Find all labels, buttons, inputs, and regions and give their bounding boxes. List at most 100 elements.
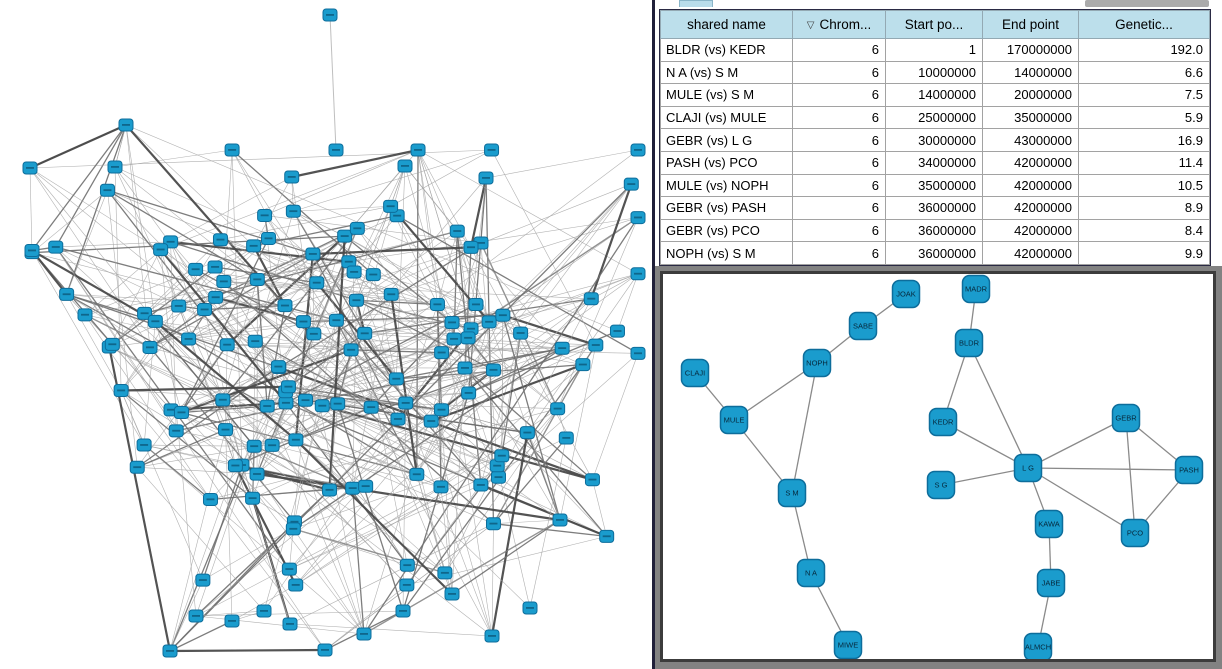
cell-start_point[interactable]: 10000000 xyxy=(885,60,983,85)
cell-shared_name[interactable]: N A (vs) S M xyxy=(660,60,793,85)
table-row[interactable]: GEBR (vs) PASH 6 36000000 42000000 8.9 xyxy=(660,196,1210,220)
network-node-gebr[interactable]: GEBR xyxy=(1111,403,1141,433)
network-node[interactable] xyxy=(365,268,381,282)
network-node[interactable] xyxy=(609,324,625,338)
network-node[interactable] xyxy=(330,397,346,411)
network-node[interactable] xyxy=(429,297,445,311)
table-row[interactable]: NOPH (vs) S M 6 36000000 42000000 9.9 xyxy=(660,241,1210,265)
column-header-start_point[interactable]: Start po... xyxy=(885,10,983,39)
network-node[interactable] xyxy=(118,118,134,132)
network-node[interactable] xyxy=(433,403,449,417)
cell-genetic[interactable]: 9.9 xyxy=(1078,241,1210,265)
network-node[interactable] xyxy=(280,380,296,394)
network-node-pash[interactable]: PASH xyxy=(1174,455,1204,485)
network-node[interactable] xyxy=(554,341,570,355)
cell-genetic[interactable]: 192.0 xyxy=(1078,38,1210,62)
network-node[interactable] xyxy=(630,143,646,157)
cell-chromosome[interactable]: 6 xyxy=(792,218,886,243)
network-node[interactable] xyxy=(460,331,476,345)
network-node[interactable] xyxy=(264,438,280,452)
cell-end_point[interactable]: 20000000 xyxy=(982,83,1079,107)
network-node[interactable] xyxy=(337,229,353,243)
network-node-mule[interactable]: MULE xyxy=(719,405,749,435)
column-header-end_point[interactable]: End point xyxy=(982,10,1079,39)
network-node[interactable] xyxy=(446,332,462,346)
network-node[interactable] xyxy=(349,221,365,235)
cell-end_point[interactable]: 42000000 xyxy=(982,196,1079,220)
network-node[interactable] xyxy=(129,460,145,474)
cell-end_point[interactable]: 35000000 xyxy=(982,105,1079,130)
table-row[interactable]: MULE (vs) NOPH 6 35000000 42000000 10.5 xyxy=(660,173,1210,198)
network-node[interactable] xyxy=(137,306,153,320)
network-node[interactable] xyxy=(494,449,510,463)
network-node[interactable] xyxy=(104,337,120,351)
cell-shared_name[interactable]: MULE (vs) S M xyxy=(660,83,793,107)
cell-chromosome[interactable]: 6 xyxy=(792,150,886,175)
column-header-chromosome[interactable]: ▽ Chrom... xyxy=(792,10,886,39)
network-node[interactable] xyxy=(306,327,322,341)
network-node-s-g[interactable]: S G xyxy=(926,470,956,500)
cell-start_point[interactable]: 25000000 xyxy=(885,105,983,130)
cell-end_point[interactable]: 42000000 xyxy=(982,218,1079,243)
network-node[interactable] xyxy=(473,478,489,492)
cell-start_point[interactable]: 36000000 xyxy=(885,218,983,243)
network-node[interactable] xyxy=(259,399,275,413)
network-node[interactable] xyxy=(399,578,415,592)
network-node[interactable] xyxy=(558,431,574,445)
network-node[interactable] xyxy=(346,265,362,279)
network-node[interactable] xyxy=(630,267,646,281)
network-node-joak[interactable]: JOAK xyxy=(891,279,921,309)
network-node[interactable] xyxy=(522,601,538,615)
network-node-s-m[interactable]: S M xyxy=(777,478,807,508)
panel-tab-fragment[interactable] xyxy=(679,0,713,7)
network-node-jabe[interactable]: JABE xyxy=(1036,568,1066,598)
cell-genetic[interactable]: 7.5 xyxy=(1078,83,1210,107)
network-node[interactable] xyxy=(363,400,379,414)
cell-chromosome[interactable]: 6 xyxy=(792,83,886,107)
network-node[interactable] xyxy=(256,604,272,618)
network-node[interactable] xyxy=(285,204,301,218)
cell-genetic[interactable]: 5.9 xyxy=(1078,105,1210,130)
network-node[interactable] xyxy=(345,481,361,495)
network-node[interactable] xyxy=(305,247,321,261)
network-node[interactable] xyxy=(490,470,506,484)
network-node[interactable] xyxy=(444,315,460,329)
network-node[interactable] xyxy=(173,405,189,419)
network-node[interactable] xyxy=(288,433,304,447)
network-node[interactable] xyxy=(288,578,304,592)
network-node[interactable] xyxy=(444,587,460,601)
network-node-almch[interactable]: ALMCH xyxy=(1023,632,1053,660)
network-node[interactable] xyxy=(246,439,262,453)
cell-chromosome[interactable]: 6 xyxy=(792,241,886,265)
network-node-kedr[interactable]: KEDR xyxy=(928,407,958,437)
cell-start_point[interactable]: 30000000 xyxy=(885,128,983,152)
network-node[interactable] xyxy=(181,332,197,346)
network-node[interactable] xyxy=(485,517,501,531)
cell-shared_name[interactable]: GEBR (vs) PCO xyxy=(660,218,793,243)
column-header-shared_name[interactable]: shared name xyxy=(660,10,793,39)
network-node[interactable] xyxy=(390,412,406,426)
cell-chromosome[interactable]: 6 xyxy=(792,173,886,198)
network-node[interactable] xyxy=(282,617,298,631)
network-node[interactable] xyxy=(202,492,218,506)
network-node[interactable] xyxy=(224,614,240,628)
network-node[interactable] xyxy=(48,240,64,254)
network-node-noph[interactable]: NOPH xyxy=(802,348,832,378)
large-network-canvas[interactable] xyxy=(0,0,652,669)
network-node[interactable] xyxy=(357,326,373,340)
network-node[interactable] xyxy=(298,393,314,407)
cell-end_point[interactable]: 42000000 xyxy=(982,241,1079,265)
subnetwork-canvas[interactable]: JOAK MADR SABE BLDR NOPH CLAJI GEBR MULE KEDR L G… xyxy=(663,274,1213,659)
network-node[interactable] xyxy=(261,231,277,245)
network-node[interactable] xyxy=(285,522,301,536)
cell-genetic[interactable]: 16.9 xyxy=(1078,128,1210,152)
network-node[interactable] xyxy=(153,243,169,257)
network-node[interactable] xyxy=(270,360,286,374)
network-node[interactable] xyxy=(513,326,529,340)
network-node[interactable] xyxy=(588,338,604,352)
cell-start_point[interactable]: 35000000 xyxy=(885,173,983,198)
cell-chromosome[interactable]: 6 xyxy=(792,60,886,85)
cell-start_point[interactable]: 36000000 xyxy=(885,241,983,265)
network-node[interactable] xyxy=(328,313,344,327)
network-node[interactable] xyxy=(188,609,204,623)
